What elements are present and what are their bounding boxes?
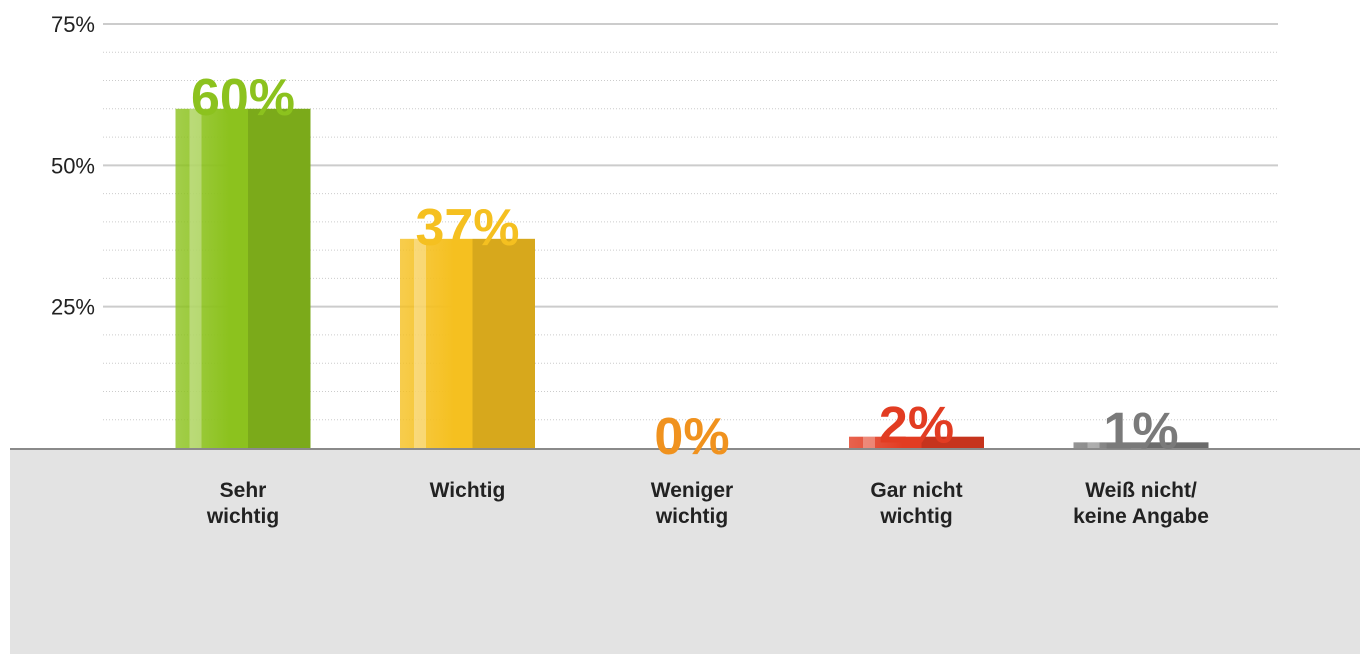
bar [400,238,535,448]
y-tick-label: 25% [51,295,95,320]
y-tick-label: 50% [51,153,95,178]
bar [1073,442,1209,448]
category-label: Weniger wichtig [650,479,734,528]
value-label: 2% [879,397,954,455]
category-label: Wichtig [429,479,506,502]
bar-shade [472,238,535,448]
bar-shade [1146,442,1209,448]
bar-shade [248,108,311,449]
bar-highlight [863,436,875,448]
bar-highlight [414,238,426,448]
floor [10,450,1360,654]
value-label: 60% [191,69,295,127]
category-label: Gar nicht wichtig [870,479,963,528]
value-label: 1% [1103,402,1178,460]
category-label: Sehr wichtig [206,479,280,528]
y-tick-label: 75% [51,12,95,37]
bar-shade [921,436,984,448]
category-label: Weiß nicht/ keine Angabe [1073,479,1209,528]
value-label: 37% [415,199,519,257]
bar-highlight [1087,442,1100,448]
bar [849,436,984,448]
value-label: 0% [654,408,729,466]
bar-highlight [189,108,202,449]
bar [175,108,311,449]
